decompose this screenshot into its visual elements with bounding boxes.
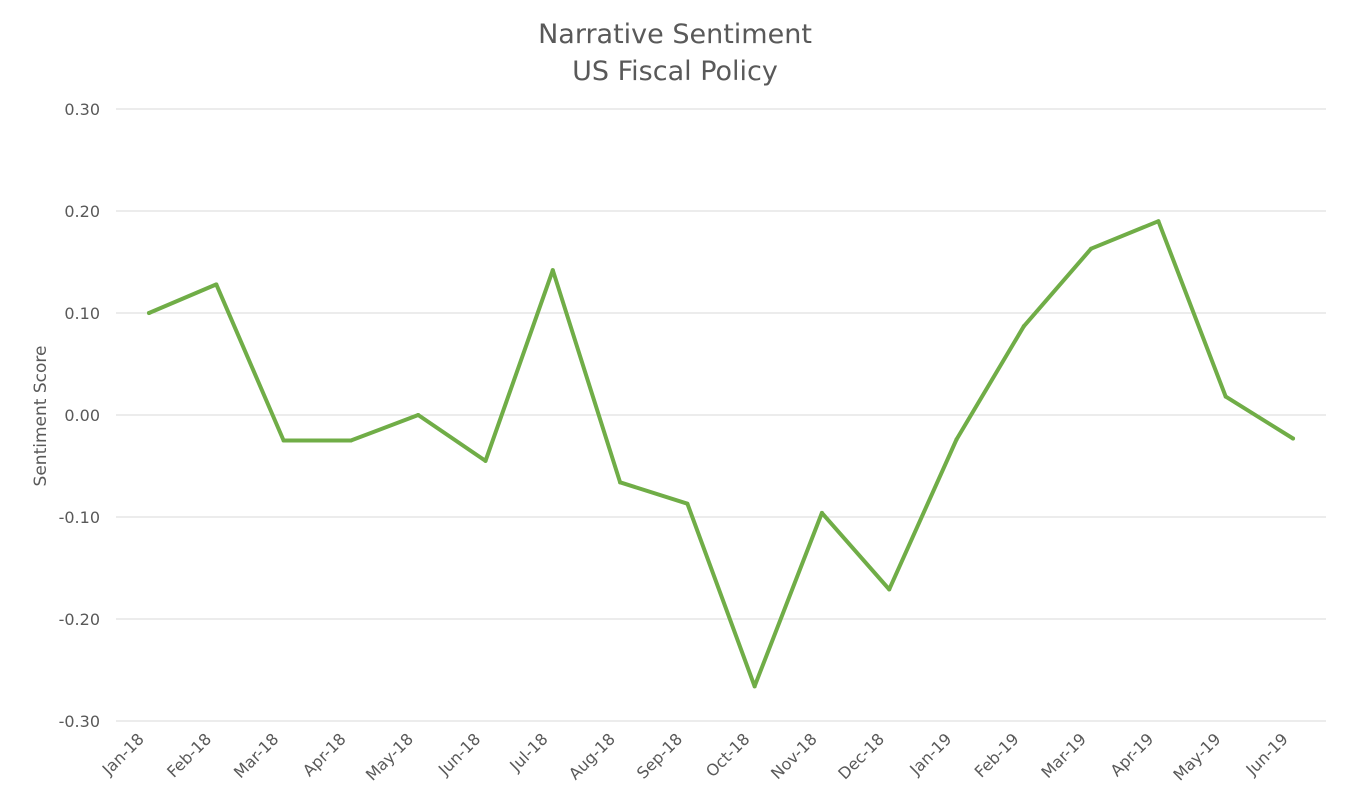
x-tick-label: Apr-18 — [299, 729, 350, 780]
data-point — [1156, 219, 1161, 224]
data-point — [685, 501, 690, 506]
y-tick-label: 0.10 — [64, 304, 100, 323]
y-tick-label: -0.10 — [59, 508, 100, 527]
x-tick-label: Oct-18 — [702, 729, 753, 780]
y-tick-label: 0.00 — [64, 406, 100, 425]
x-tick-label: Nov-18 — [767, 729, 821, 783]
series-layer — [147, 219, 1295, 689]
data-point — [281, 438, 286, 443]
data-point — [483, 458, 488, 463]
chart-subtitle: US Fiscal Policy — [572, 56, 778, 87]
x-tick-label: Dec-18 — [834, 729, 888, 783]
x-tick-label: Feb-18 — [163, 729, 215, 781]
x-tick-label: May-19 — [1169, 729, 1224, 784]
x-tick-label: Jun-19 — [1242, 729, 1292, 779]
data-point — [752, 684, 757, 689]
x-axis-ticks: Jan-18 Feb-18 Mar-18 Apr-18 May-18 Jun-18 Jul-… — [98, 729, 1292, 784]
x-tick-label: Mar-18 — [230, 729, 283, 782]
data-point — [1021, 324, 1026, 329]
data-point — [1291, 436, 1295, 441]
series-line — [147, 219, 1295, 689]
x-tick-label: Mar-19 — [1037, 729, 1090, 782]
x-tick-label: Jan-19 — [905, 729, 955, 779]
y-tick-label: -0.30 — [59, 712, 100, 731]
data-point — [147, 311, 151, 315]
x-tick-label: Aug-18 — [565, 729, 619, 783]
data-point — [887, 587, 892, 592]
data-point — [819, 510, 824, 515]
x-tick-label: Jun-18 — [434, 729, 484, 779]
data-point — [1223, 394, 1228, 399]
chart-title: Narrative Sentiment — [538, 19, 812, 50]
data-point — [618, 480, 623, 485]
y-tick-label: 0.30 — [64, 100, 100, 119]
data-point — [1089, 246, 1094, 251]
y-axis-label: Sentiment Score — [31, 346, 51, 487]
x-tick-label: Jul-18 — [505, 729, 551, 775]
data-point — [550, 268, 555, 273]
x-tick-label: Apr-19 — [1106, 729, 1157, 780]
x-tick-label: Sep-18 — [633, 729, 686, 782]
data-point — [214, 282, 219, 287]
y-tick-label: 0.20 — [64, 202, 100, 221]
x-tick-label: Jan-18 — [98, 729, 148, 779]
x-tick-label: May-18 — [362, 729, 417, 784]
data-point — [348, 438, 353, 443]
x-tick-label: Feb-19 — [971, 729, 1023, 781]
gridlines — [116, 108, 1326, 722]
y-axis-ticks: 0.30 0.20 0.10 0.00 -0.10 -0.20 -0.30 — [59, 100, 100, 731]
data-point — [954, 437, 959, 442]
data-point — [416, 413, 421, 417]
y-tick-label: -0.20 — [59, 610, 100, 629]
